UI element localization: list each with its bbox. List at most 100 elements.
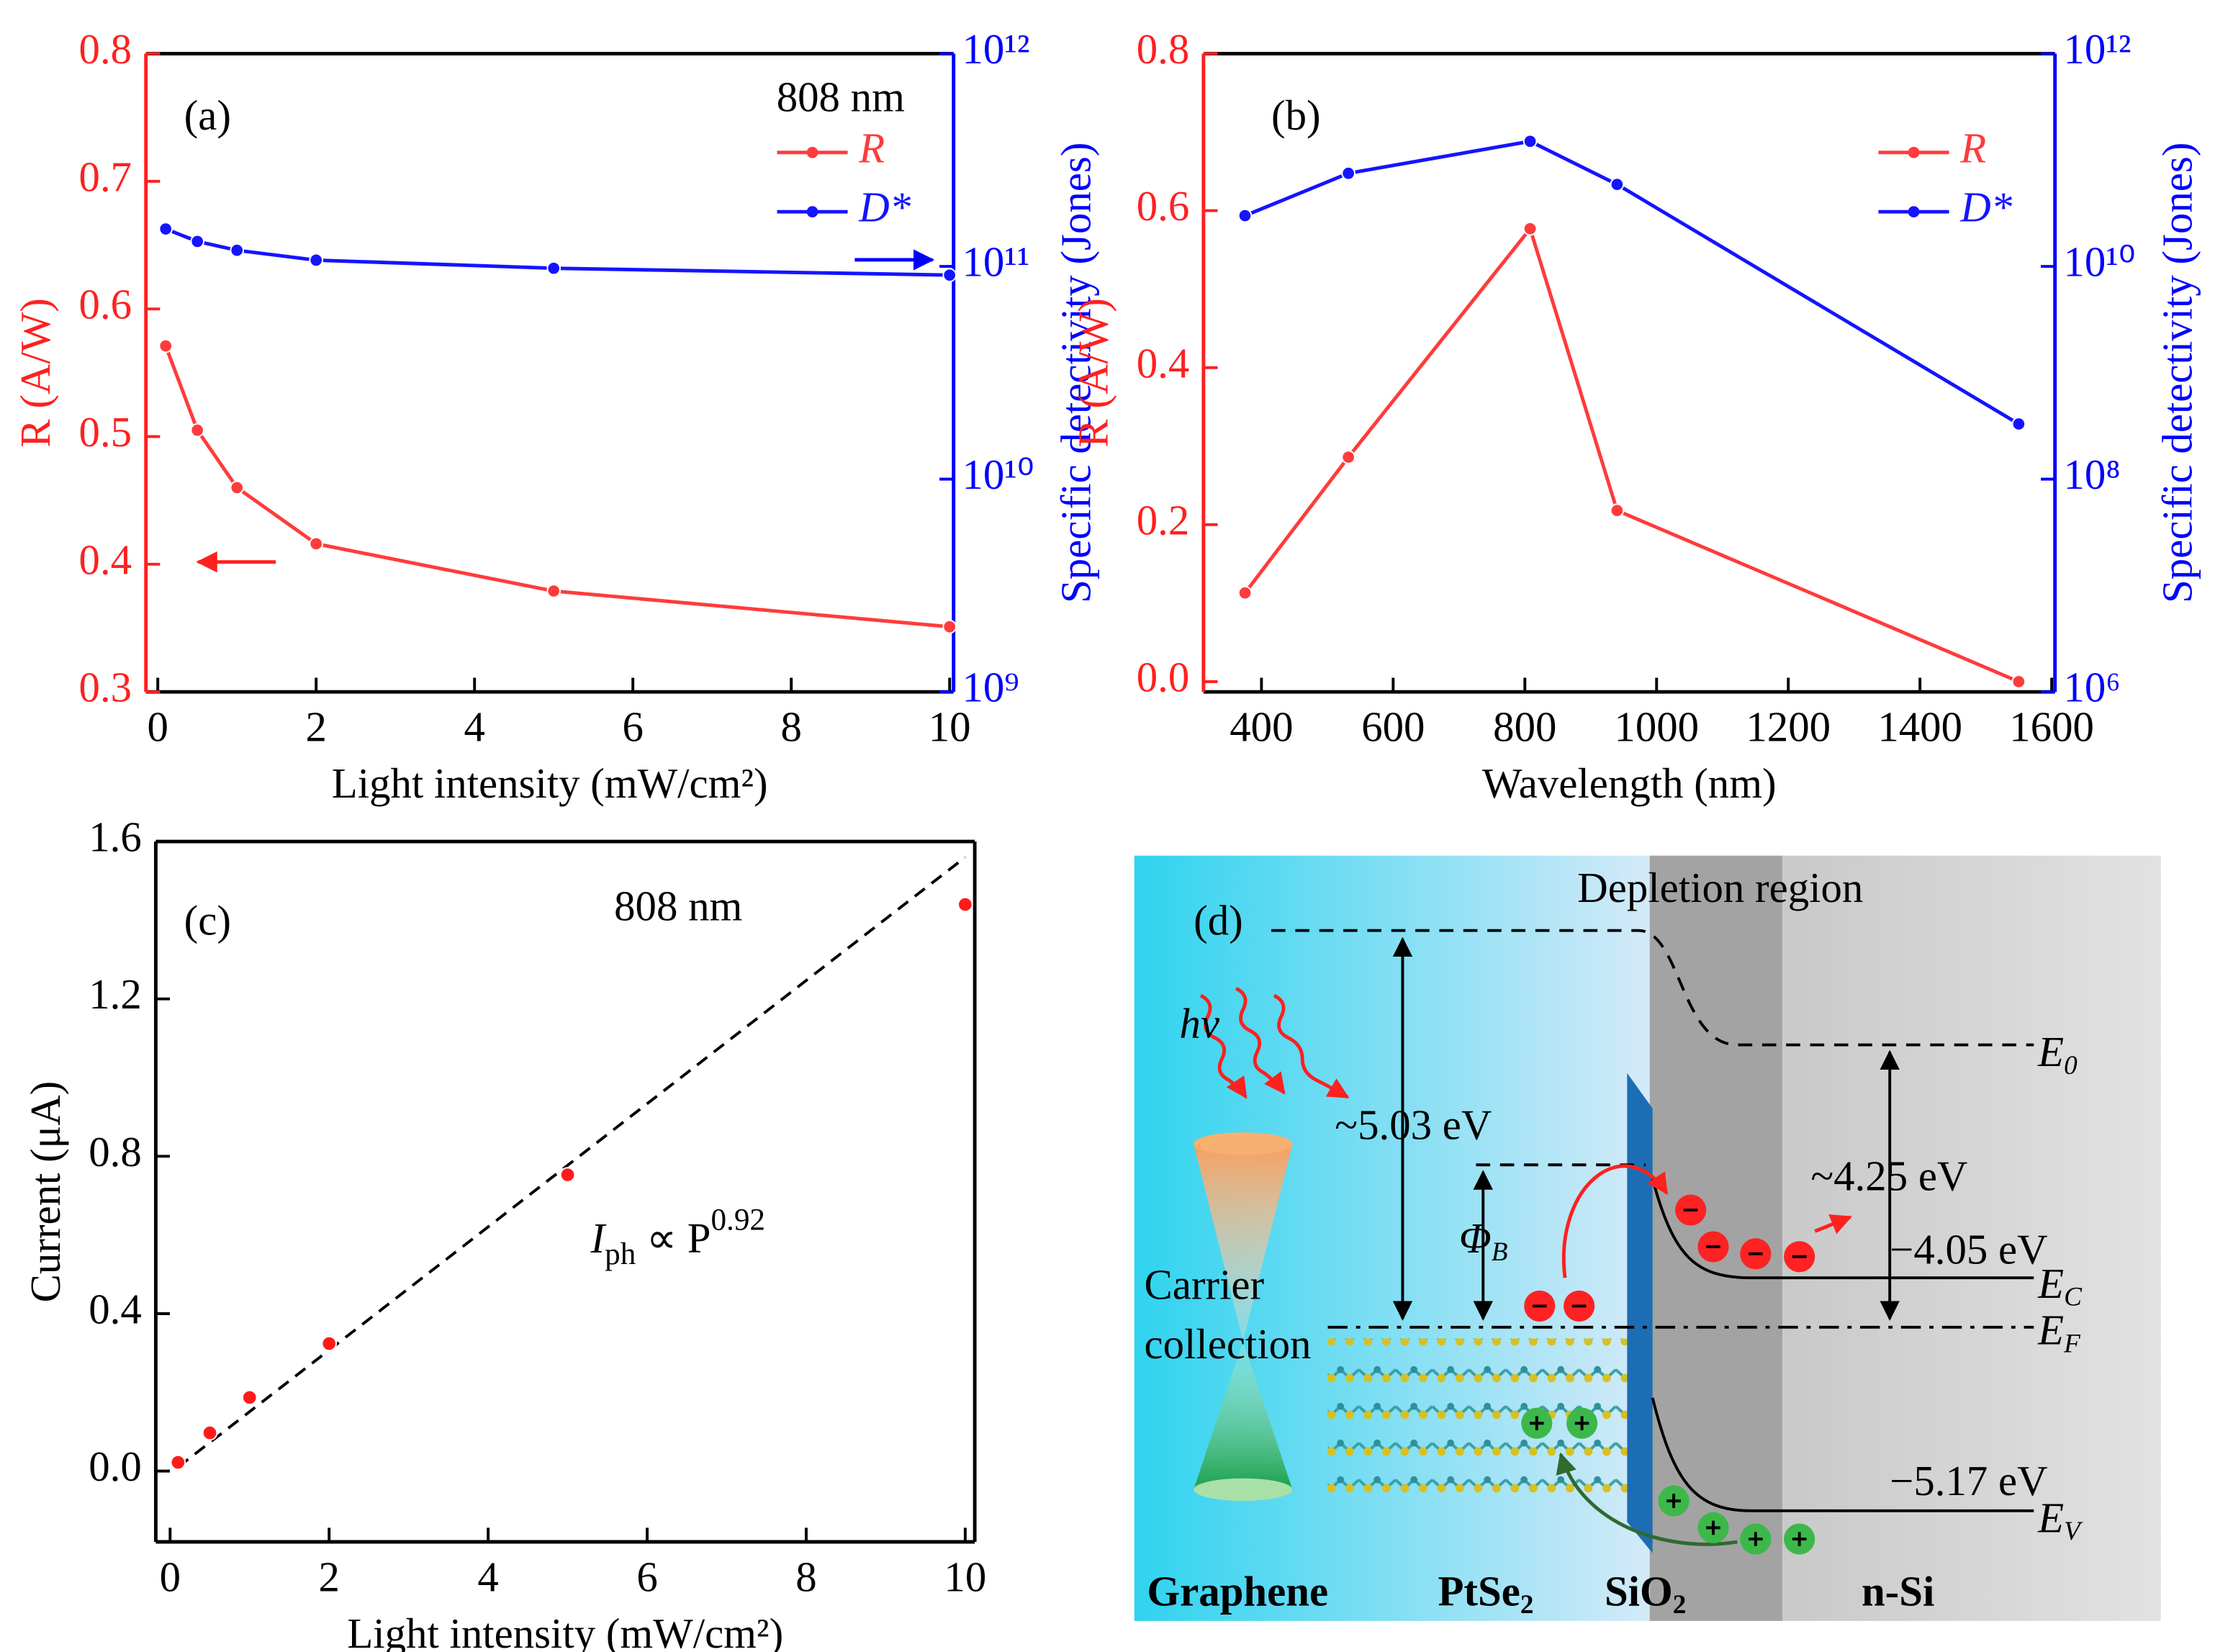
diagram-text: −4.05 eV	[1890, 1226, 2047, 1273]
data-point	[170, 1454, 186, 1471]
y-tick-label: 0.3	[79, 664, 132, 711]
data-point	[957, 896, 973, 913]
text-main: E	[2037, 1029, 2064, 1075]
data-point	[1237, 208, 1253, 223]
y2-tick-label: 10¹²	[962, 26, 1029, 73]
data-point	[230, 480, 244, 495]
panel-label: (a)	[184, 92, 231, 139]
y-tick-label: 0.2	[1137, 497, 1190, 543]
x-tick-label: 8	[795, 1553, 816, 1600]
data-point	[158, 222, 173, 236]
formula-part: I	[590, 1215, 607, 1262]
data-point	[942, 619, 957, 634]
x-tick-label: 1400	[1877, 704, 1962, 751]
text-main: E	[2037, 1494, 2064, 1541]
series-line	[1244, 139, 2020, 426]
y2-tick-label: 10¹²	[2063, 26, 2131, 73]
y-tick-label: 1.2	[89, 971, 142, 1018]
data-point	[1522, 221, 1538, 236]
data-point	[158, 338, 173, 353]
y-tick-label: 0.5	[79, 409, 132, 456]
series-line	[1243, 225, 2020, 684]
diagram-text: PtSe2	[1438, 1568, 1534, 1620]
data-point	[2011, 417, 2026, 431]
data-point	[241, 1389, 258, 1406]
band-diagram	[1134, 855, 2161, 1621]
collection-cone	[1194, 1341, 1293, 1490]
holes	[1521, 1407, 1815, 1555]
panel-label: (c)	[184, 897, 231, 944]
diagram-text: EF	[2037, 1306, 2081, 1358]
data-point	[942, 268, 957, 282]
legend-marker	[1908, 206, 1920, 218]
y2-axis-label: Specific detectivity (Jones)	[2155, 143, 2201, 603]
x-axis-label: Wavelength (nm)	[1482, 760, 1777, 807]
x-tick-label: 10	[929, 704, 971, 751]
panel-label: (b)	[1271, 92, 1321, 139]
text-main: n-Si	[1862, 1568, 1934, 1615]
y-axis-label: R (A/W)	[1070, 298, 1116, 447]
x-axis-label: Light intensity (mW/cm²)	[347, 1610, 783, 1652]
cone-top	[1194, 1132, 1293, 1155]
formula-part: ph	[605, 1237, 636, 1271]
legend-label: D*	[858, 184, 911, 231]
drift-arrow	[1814, 1214, 1853, 1235]
y-tick-label: 0.7	[79, 153, 132, 200]
data-point	[190, 423, 204, 438]
y-axis-label: R (A/W)	[12, 298, 59, 447]
x-tick-label: 0	[147, 704, 168, 751]
y2-tick-label: 10⁸	[2063, 451, 2120, 498]
conduction-band	[1651, 1178, 2034, 1280]
legend-label: R	[858, 125, 885, 171]
electrons	[1524, 1194, 1815, 1322]
formula-part: ∝ P	[636, 1215, 710, 1262]
diagram-text: E0	[2037, 1029, 2078, 1080]
x-tick-label: 2	[319, 1553, 340, 1600]
text-main: Φ	[1459, 1215, 1492, 1262]
data-point	[1237, 585, 1253, 600]
y2-tick-label: 10¹¹	[962, 239, 1029, 286]
vacuum-level	[1271, 929, 2034, 1047]
data-point	[1610, 177, 1625, 191]
diagram-text: Carrier	[1145, 1261, 1265, 1308]
nsi-region	[1782, 855, 2161, 1621]
diagram-text: ΦB	[1459, 1215, 1508, 1267]
data-point	[1610, 503, 1625, 518]
diagram-text: ~4.25 eV	[1810, 1152, 1967, 1199]
text-sub: 0	[2064, 1050, 2078, 1080]
y2-axis-label: Specific detectivity (Jones)	[1053, 143, 1100, 603]
data-point	[559, 1167, 576, 1183]
y-tick-label: 0.0	[89, 1443, 142, 1490]
formula: Iph ∝ P0.92	[590, 1204, 765, 1271]
data-point	[321, 1335, 338, 1352]
data-point	[230, 243, 244, 258]
y-tick-label: 0.4	[89, 1286, 142, 1332]
text-main: PtSe	[1438, 1568, 1520, 1615]
x-tick-label: 6	[622, 704, 643, 751]
x-tick-label: 1000	[1614, 704, 1699, 751]
note: 808 nm	[777, 74, 905, 121]
y-tick-label: 0.8	[79, 26, 132, 73]
text-main: Graphene	[1147, 1568, 1328, 1615]
diagram-text: EC	[2037, 1260, 2083, 1312]
x-tick-label: 10	[944, 1553, 986, 1600]
legend-label: R	[1959, 125, 1986, 171]
text-sub: 2	[1673, 1590, 1687, 1620]
y2-tick-label: 10¹⁰	[962, 451, 1034, 498]
x-tick-label: 400	[1230, 704, 1293, 751]
x-tick-label: 600	[1361, 704, 1425, 751]
diagram-text: −5.17 eV	[1890, 1458, 2047, 1504]
y-tick-label: 0.4	[79, 536, 132, 583]
y-tick-label: 1.6	[89, 814, 142, 861]
data-point	[202, 1425, 218, 1441]
formula-part: 0.92	[710, 1204, 765, 1237]
y2-tick-label: 10⁶	[2063, 664, 2120, 711]
y-tick-label: 0.6	[79, 281, 132, 328]
valence-band	[1651, 1397, 2034, 1512]
y-tick-label: 0.0	[1137, 654, 1190, 700]
injection-arrow	[1562, 1164, 1669, 1278]
fit-line	[177, 856, 967, 1468]
data-point	[546, 584, 561, 598]
